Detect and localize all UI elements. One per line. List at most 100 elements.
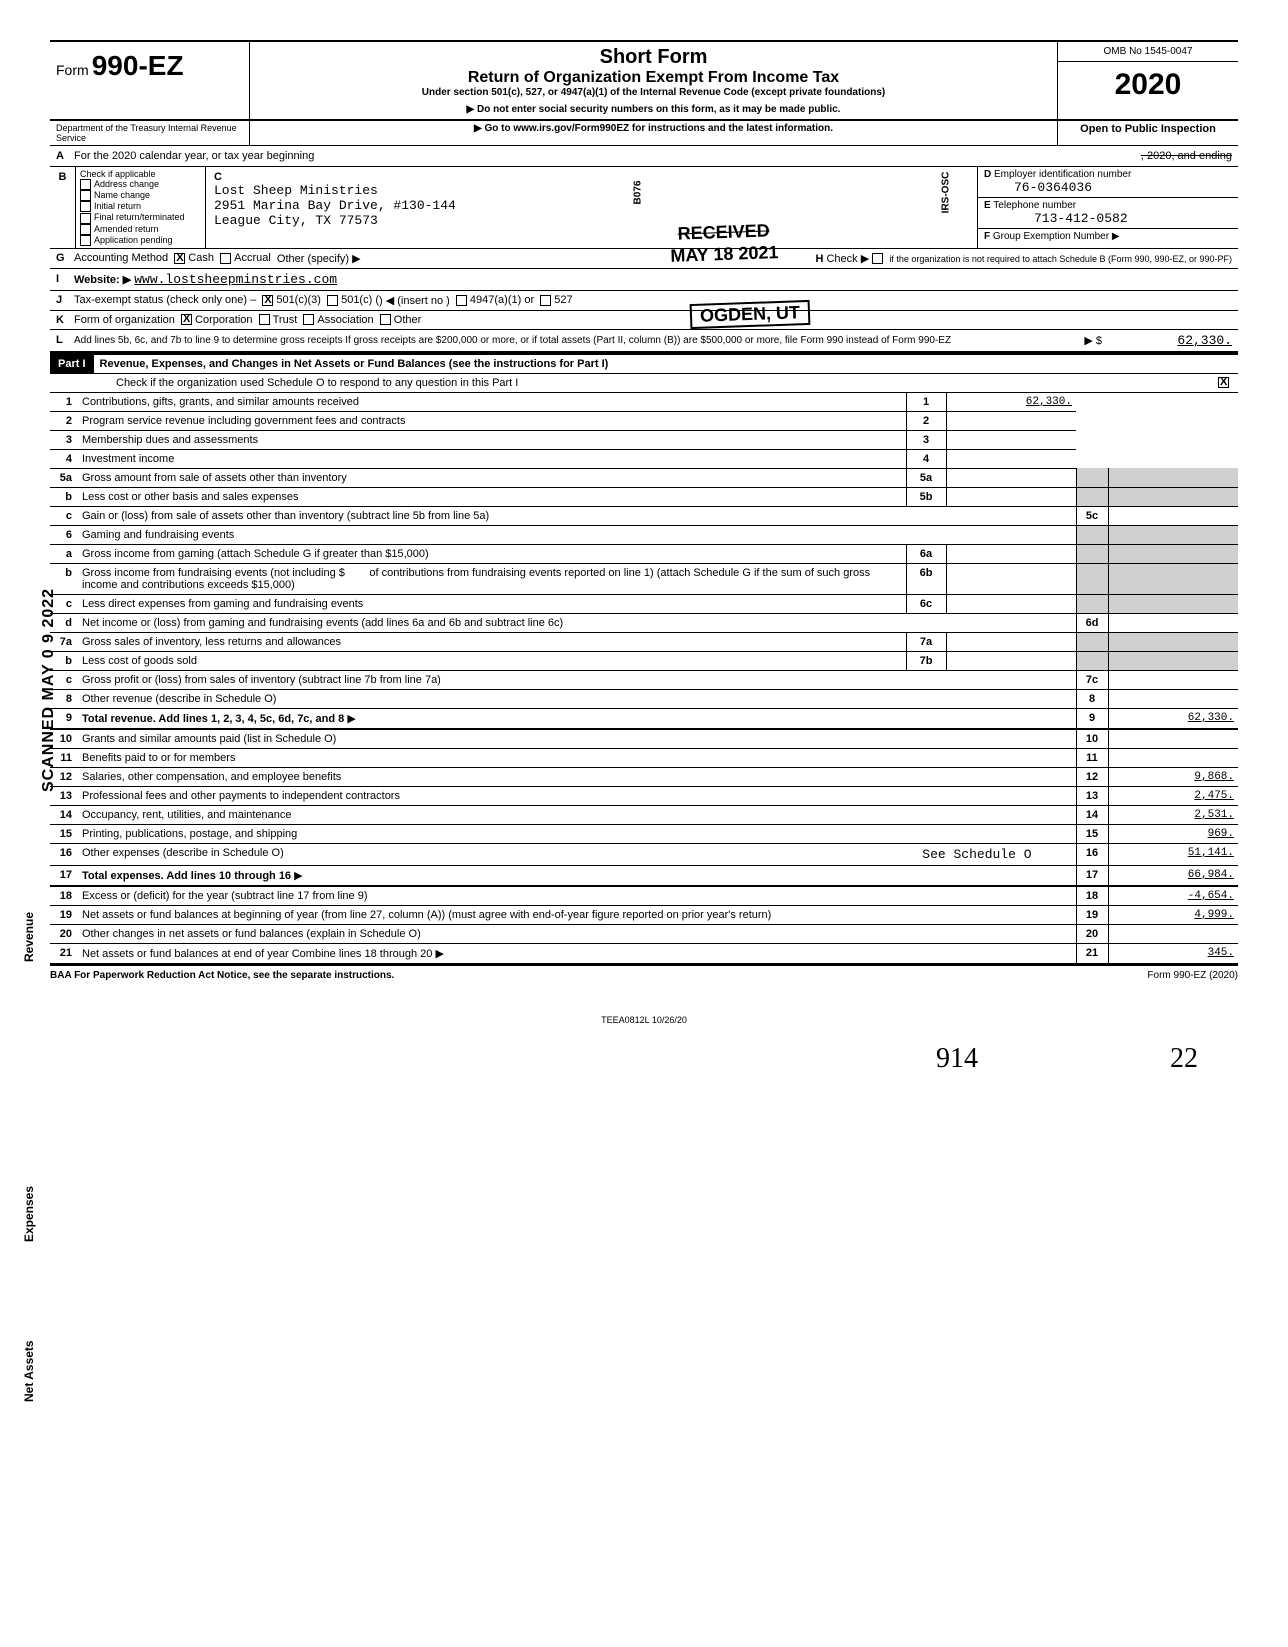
acct-method: Accounting Method [74, 252, 168, 264]
form-page: RECEIVED MAY 18 2021 OGDEN, UT Form 990-… [50, 40, 1238, 1025]
part1-header: Part I Revenue, Expenses, and Changes in… [50, 353, 1238, 374]
tax-exempt-label: Tax-exempt status (check only one) – [74, 294, 256, 306]
row-a-text: For the 2020 calendar year, or tax year … [74, 150, 314, 162]
chk-name[interactable]: Name change [80, 190, 201, 201]
chk-h[interactable] [872, 253, 883, 264]
line-4: 4Investment income4 [50, 449, 1238, 468]
chk-initial[interactable]: Initial return [80, 201, 201, 212]
chk-amended[interactable]: Amended return [80, 224, 201, 235]
label-k: K [56, 314, 74, 326]
note-ssn: ▶ Do not enter social security numbers o… [260, 104, 1047, 115]
row-l-value: 62,330. [1102, 333, 1232, 348]
title-box: Short Form Return of Organization Exempt… [250, 42, 1058, 119]
part1-check-text: Check if the organization used Schedule … [116, 377, 518, 389]
row-i: I Website: ▶ www.lostsheepminstries.com [50, 269, 1238, 291]
chk-cash[interactable] [174, 253, 185, 264]
footer-left: BAA For Paperwork Reduction Act Notice, … [50, 970, 394, 981]
chk-pending[interactable]: Application pending [80, 235, 201, 246]
chk-501c3[interactable] [262, 295, 273, 306]
line-7a: 7aGross sales of inventory, less returns… [50, 632, 1238, 651]
footer: BAA For Paperwork Reduction Act Notice, … [50, 965, 1238, 985]
ein-value: 76-0364036 [984, 180, 1092, 195]
part1-label: Part I [50, 355, 94, 373]
line-11: 11Benefits paid to or for members11 [50, 748, 1238, 767]
footer-mid: TEEA0812L 10/26/20 [50, 1015, 1238, 1025]
chk-501c[interactable] [327, 295, 338, 306]
row-k: K Form of organization Corporation Trust… [50, 311, 1238, 330]
group-exempt: Group Exemption Number ▶ [993, 231, 1120, 242]
col-def: D Employer identification number 76-0364… [978, 167, 1238, 248]
lines-table: 1Contributions, gifts, grants, and simil… [50, 393, 1238, 965]
line-1: 1Contributions, gifts, grants, and simil… [50, 393, 1238, 412]
omb-box: OMB No 1545-0047 2020 [1058, 42, 1238, 119]
row-a-ending: , 2020, and ending [1141, 150, 1232, 162]
chk-trust[interactable] [259, 314, 270, 325]
form-number: 990-EZ [92, 50, 184, 81]
line-6: 6Gaming and fundraising events [50, 525, 1238, 544]
part1-title: Revenue, Expenses, and Changes in Net As… [94, 355, 1238, 373]
line-3: 3Membership dues and assessments3 [50, 430, 1238, 449]
line-8: 8Other revenue (describe in Schedule O)8 [50, 689, 1238, 708]
form-number-box: Form 990-EZ [50, 42, 250, 119]
line-21: 21Net assets or fund balances at end of … [50, 943, 1238, 964]
org-column: C Lost Sheep Ministries 2951 Marina Bay … [206, 167, 978, 248]
ein-label: Employer identification number [994, 169, 1131, 180]
label-f: F [984, 231, 990, 242]
line-16: 16Other expenses (describe in Schedule O… [50, 843, 1238, 865]
h-note: if the organization is not required to a… [889, 254, 1232, 264]
row-gh: G Accounting Method Cash Accrual Other (… [50, 249, 1238, 269]
label-c: C [214, 171, 969, 183]
row-l-arrow: ▶ $ [1084, 334, 1102, 347]
side-expenses: Expenses [22, 1186, 36, 1242]
signature-1: 914 [936, 1043, 978, 1075]
chk-other[interactable] [380, 314, 391, 325]
scanned-stamp: SCANNED MAY 0 9 2022 [40, 588, 58, 792]
website-value: www.lostsheepminstries.com [134, 272, 337, 287]
phone-label: Telephone number [993, 200, 1076, 211]
b076-stamp: B076 [632, 181, 643, 205]
check-column: Check if applicable Address change Name … [76, 167, 206, 248]
label-i: I [56, 273, 74, 285]
line-6a: aGross income from gaming (attach Schedu… [50, 544, 1238, 563]
chk-assoc[interactable] [303, 314, 314, 325]
line-14: 14Occupancy, rent, utilities, and mainte… [50, 805, 1238, 824]
row-l-text: Add lines 5b, 6c, and 7b to line 9 to de… [74, 335, 1084, 346]
line-6c: cLess direct expenses from gaming and fu… [50, 594, 1238, 613]
line-7c: cGross profit or (loss) from sales of in… [50, 670, 1238, 689]
chk-corp[interactable] [181, 314, 192, 325]
line-12: 12Salaries, other compensation, and empl… [50, 767, 1238, 786]
row-a: A For the 2020 calendar year, or tax yea… [50, 146, 1238, 167]
line-18: 18Excess or (deficit) for the year (subt… [50, 886, 1238, 906]
label-j: J [56, 294, 74, 306]
title-short: Short Form [260, 46, 1047, 69]
label-a: A [56, 150, 74, 162]
row-e: E Telephone number 713-412-0582 [978, 198, 1238, 229]
omb-number: OMB No 1545-0047 [1058, 42, 1238, 62]
chk-4947[interactable] [456, 295, 467, 306]
title-return: Return of Organization Exempt From Incom… [260, 69, 1047, 87]
chk-address[interactable]: Address change [80, 179, 201, 190]
form-org-label: Form of organization [74, 314, 175, 326]
block-bcdef: B Check if applicable Address change Nam… [50, 167, 1238, 249]
tax-year: 2020 [1058, 62, 1238, 108]
footer-right: Form 990-EZ (2020) [1147, 970, 1238, 981]
line-5b: bLess cost or other basis and sales expe… [50, 487, 1238, 506]
line-7b: bLess cost of goods sold7b [50, 651, 1238, 670]
line-5a: 5aGross amount from sale of assets other… [50, 468, 1238, 487]
chk-accrual[interactable] [220, 253, 231, 264]
line-6b: bGross income from fundraising events (n… [50, 563, 1238, 594]
chk-schedule-o[interactable] [1218, 377, 1229, 388]
line-9: 9Total revenue. Add lines 1, 2, 3, 4, 5c… [50, 708, 1238, 729]
goto-note: ▶ Go to www.irs.gov/Form990EZ for instru… [250, 121, 1058, 145]
side-revenue: Revenue [22, 912, 36, 962]
org-addr: 2951 Marina Bay Drive, #130-144 [214, 198, 969, 213]
dept-treasury: Department of the Treasury Internal Reve… [50, 121, 250, 145]
signature-2: 22 [1170, 1043, 1198, 1075]
website-label: Website: ▶ [74, 273, 131, 286]
chk-527[interactable] [540, 295, 551, 306]
label-g: G [56, 252, 74, 264]
line-6d: dNet income or (loss) from gaming and fu… [50, 613, 1238, 632]
chk-final[interactable]: Final return/terminated [80, 212, 201, 223]
line-13: 13Professional fees and other payments t… [50, 786, 1238, 805]
line-5c: cGain or (loss) from sale of assets othe… [50, 506, 1238, 525]
